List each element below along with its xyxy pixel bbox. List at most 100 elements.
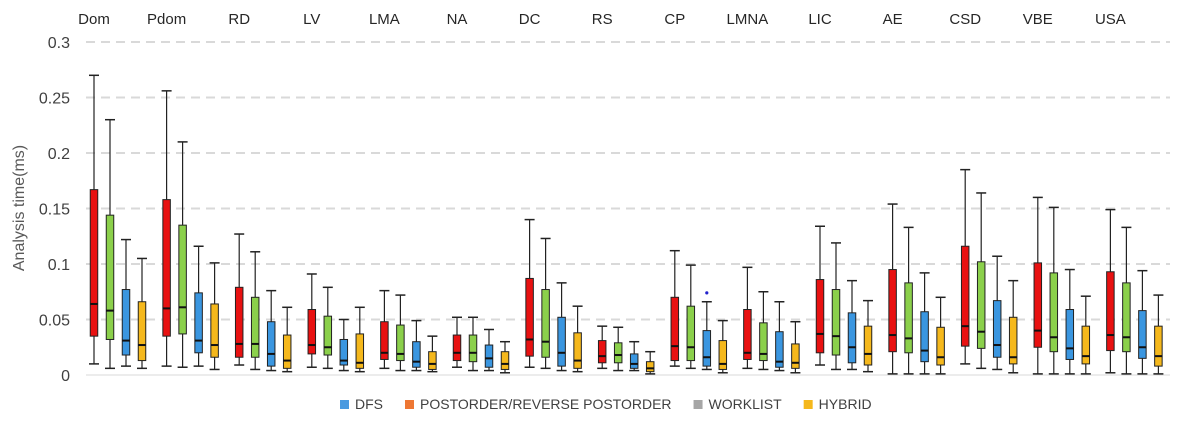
box-body [1008, 316, 1018, 365]
box-AE-1 [903, 226, 914, 375]
box-body [282, 334, 292, 369]
box-RD-2 [266, 289, 277, 372]
box-LV-0 [306, 273, 317, 368]
box-body [162, 199, 171, 337]
box-Dom-1 [105, 118, 115, 370]
box-VBE-2 [1064, 268, 1075, 375]
box-LIC-0 [815, 225, 825, 366]
box-LMNA-3 [790, 320, 801, 374]
box-Pdom-0 [161, 90, 172, 367]
legend-label: HYBRID [819, 396, 872, 412]
box-body [645, 361, 655, 373]
legend-label: POSTORDER/REVERSE POSTORDER [420, 396, 672, 412]
box-body [121, 289, 131, 356]
category-label: AE [883, 11, 903, 28]
box-body [468, 334, 478, 363]
box-body [992, 300, 1002, 358]
outlier-point [705, 291, 709, 295]
category-label: NA [447, 11, 468, 28]
box-CSD-2 [992, 255, 1003, 371]
box-body [307, 309, 317, 355]
category-label: USA [1095, 11, 1126, 28]
y-tick-label: 0.25 [39, 91, 70, 108]
box-NA-1 [468, 316, 478, 372]
category-label: CP [664, 11, 685, 28]
box-body [863, 325, 873, 366]
box-body [234, 286, 244, 358]
gridlines [86, 41, 1170, 376]
category-labels: Dom Pdom RD LV LMA NA DC RS CP LMNA LIC AE CSD VBE USA [78, 11, 1126, 28]
category-label: LMNA [727, 11, 769, 28]
y-tick-label: 0.1 [48, 257, 70, 274]
box-body [500, 351, 510, 370]
category-label: LMA [369, 11, 400, 28]
box-CSD-0 [960, 168, 971, 365]
box-Pdom-2 [193, 245, 204, 367]
box-NA-3 [500, 340, 510, 374]
box-NA-0 [452, 316, 462, 368]
box-LMNA-1 [758, 291, 769, 371]
box-RD-0 [234, 233, 245, 366]
box-LMNA-0 [742, 266, 753, 370]
box-body [452, 334, 462, 362]
box-CP-2 [701, 300, 712, 371]
box-DC-0 [524, 218, 535, 368]
box-AE-3 [935, 296, 946, 375]
box-body [194, 292, 203, 354]
box-USA-0 [1105, 208, 1116, 374]
legend-label: WORKLIST [709, 396, 783, 412]
box-body [89, 189, 99, 337]
box-body [976, 261, 986, 349]
box-body [613, 342, 623, 364]
box-RS-3 [645, 350, 656, 375]
box-LIC-1 [831, 242, 841, 371]
box-body [775, 331, 784, 368]
box-body [541, 289, 550, 358]
box-body [597, 340, 607, 364]
box-LIC-3 [863, 299, 873, 373]
box-body [759, 322, 768, 362]
box-body [1138, 310, 1147, 359]
box-AE-2 [919, 272, 930, 375]
y-tick-label: 0.15 [39, 202, 70, 219]
box-body [210, 303, 219, 358]
box-body [920, 311, 929, 363]
box-NA-2 [484, 328, 494, 372]
y-tick-label: 0.3 [48, 35, 70, 52]
box-VBE-3 [1080, 295, 1091, 375]
y-tick-label: 0.05 [39, 313, 70, 330]
box-body [1106, 271, 1115, 352]
box-LV-3 [354, 306, 365, 373]
box-body [484, 344, 494, 368]
box-body [412, 341, 421, 368]
box-body [831, 289, 841, 356]
box-RS-0 [597, 325, 608, 370]
category-label: DC [519, 11, 541, 28]
box-body [573, 332, 582, 369]
y-axis-ticks: 0 0.05 0.1 0.15 0.2 0.25 0.3 [39, 35, 70, 385]
legend-swatch [693, 400, 703, 409]
box-Pdom-3 [209, 262, 220, 371]
box-DC-2 [556, 282, 567, 372]
category-label: VBE [1023, 11, 1053, 28]
box-CSD-1 [976, 192, 987, 370]
category-label: Dom [78, 11, 110, 28]
box-CP-0 [669, 249, 680, 367]
box-body [960, 245, 970, 347]
box-VBE-1 [1048, 206, 1059, 375]
box-body [1081, 325, 1091, 365]
category-label: LV [303, 11, 320, 28]
box-AE-0 [887, 203, 898, 375]
box-body [178, 224, 187, 335]
legend-swatch [340, 400, 349, 409]
legend-swatch [405, 400, 414, 409]
box-VBE-0 [1032, 196, 1043, 375]
box-body [629, 353, 639, 369]
box-body [888, 269, 897, 353]
box-body [702, 330, 712, 367]
box-body [105, 214, 115, 340]
box-CP-1 [685, 264, 696, 370]
box-RS-1 [613, 326, 624, 372]
box-USA-3 [1153, 294, 1164, 375]
